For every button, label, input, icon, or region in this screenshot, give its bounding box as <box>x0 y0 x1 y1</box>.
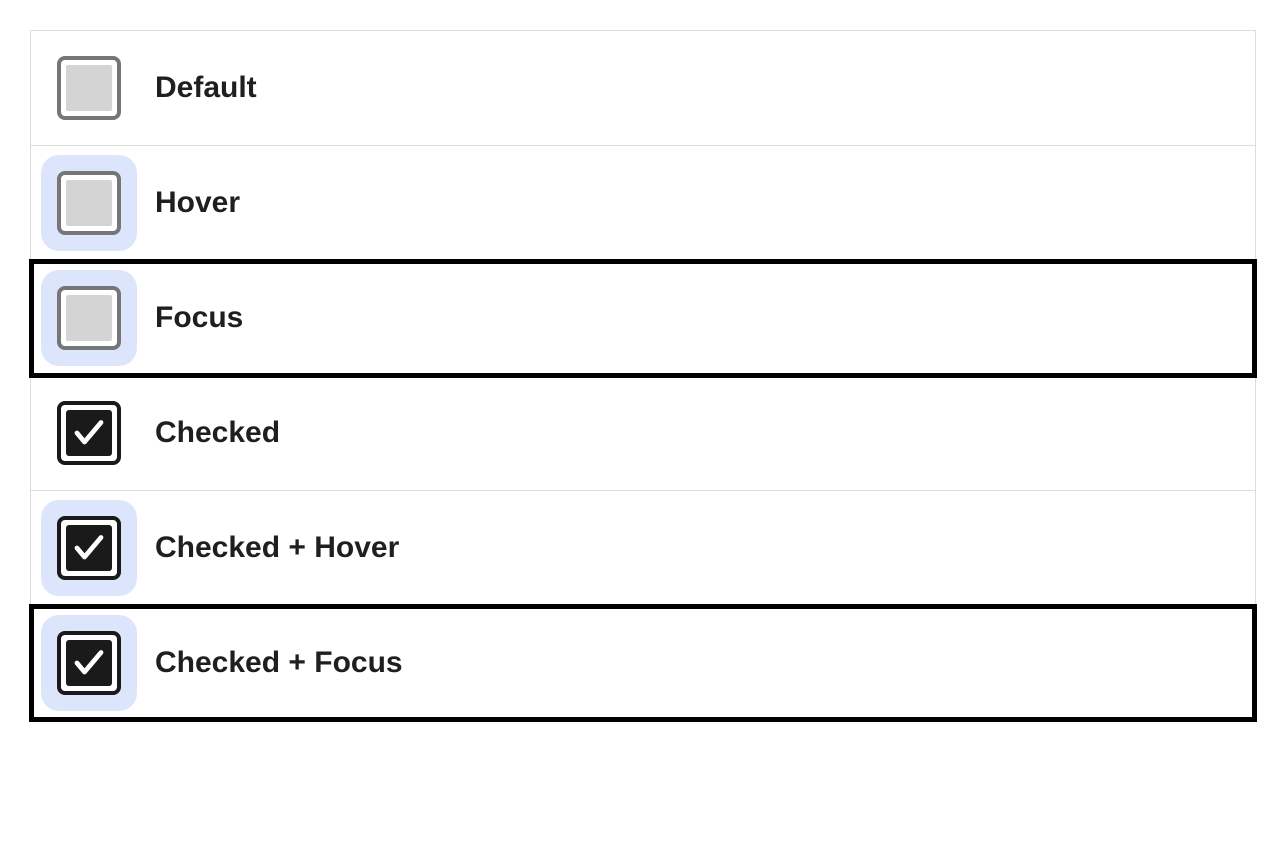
checkbox-focus[interactable] <box>57 286 121 350</box>
checkbox-default[interactable] <box>57 56 121 120</box>
checkbox-checked-hover[interactable] <box>57 516 121 580</box>
row-focus: Focus <box>31 261 1255 376</box>
checkbox-halo <box>41 385 137 481</box>
checkbox-wrap <box>41 500 137 596</box>
state-label: Checked + Focus <box>155 646 403 680</box>
checkbox-checked-focus[interactable] <box>57 631 121 695</box>
checkbox-checked[interactable] <box>57 401 121 465</box>
row-checked-focus: Checked + Focus <box>31 606 1255 720</box>
checkbox-wrap <box>41 270 137 366</box>
checkbox-halo <box>41 615 137 711</box>
checkmark-icon <box>71 645 107 681</box>
checkbox-inner-unchecked <box>66 295 112 341</box>
checkbox-wrap <box>41 155 137 251</box>
checkbox-halo <box>41 155 137 251</box>
checkbox-wrap <box>41 40 137 136</box>
row-checked-hover: Checked + Hover <box>31 491 1255 606</box>
row-default: Default <box>31 31 1255 146</box>
checkbox-inner-checked <box>66 640 112 686</box>
state-label: Default <box>155 71 257 105</box>
checkbox-states-table: Default Hover Focus <box>30 30 1256 721</box>
checkbox-wrap <box>41 615 137 711</box>
checkbox-inner-checked <box>66 525 112 571</box>
checkbox-halo <box>41 500 137 596</box>
checkbox-inner-checked <box>66 410 112 456</box>
state-label: Focus <box>155 301 243 335</box>
checkbox-halo <box>41 270 137 366</box>
state-label: Checked <box>155 416 280 450</box>
row-hover: Hover <box>31 146 1255 261</box>
state-label: Checked + Hover <box>155 531 399 565</box>
checkbox-halo <box>41 40 137 136</box>
row-checked: Checked <box>31 376 1255 491</box>
checkbox-wrap <box>41 385 137 481</box>
checkmark-icon <box>71 530 107 566</box>
checkbox-hover[interactable] <box>57 171 121 235</box>
state-label: Hover <box>155 186 240 220</box>
checkmark-icon <box>71 415 107 451</box>
checkbox-inner-unchecked <box>66 65 112 111</box>
checkbox-inner-unchecked <box>66 180 112 226</box>
